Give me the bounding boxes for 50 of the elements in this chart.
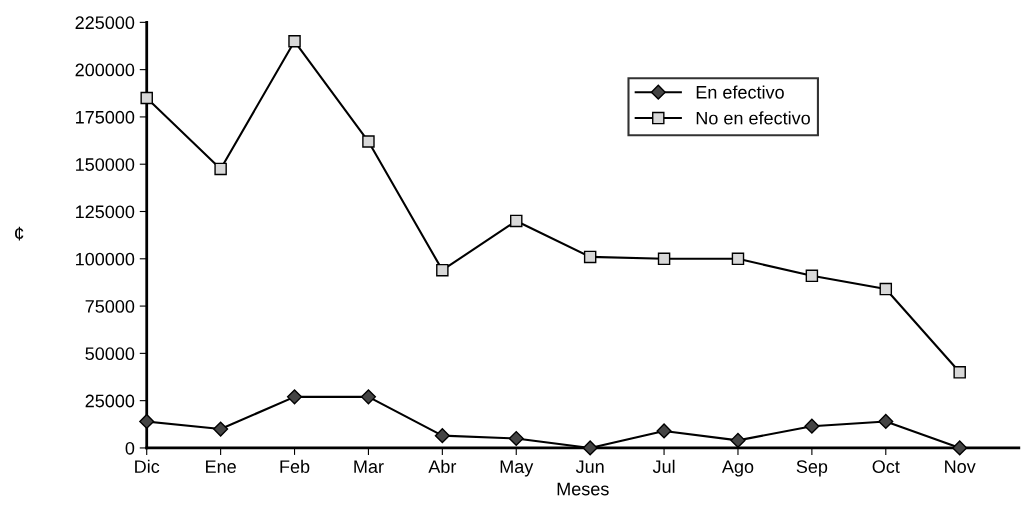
y-tick-label: 200000 (75, 63, 135, 77)
point (436, 263, 449, 277)
x-tick-label: May (500, 460, 534, 477)
point (582, 440, 598, 456)
point (731, 252, 745, 266)
y-tick-label: 75000 (85, 300, 135, 313)
point (213, 421, 229, 437)
point (360, 389, 377, 405)
x-tick-label: Ene (206, 460, 236, 474)
x-tick-label: Ago (721, 460, 754, 477)
x-tick-label: Dic (135, 459, 160, 474)
x-tick-label: Sep (796, 460, 828, 477)
point (434, 428, 450, 444)
y-tick-label: 150000 (76, 158, 135, 171)
x-tick-label: Oct (872, 460, 900, 474)
point (508, 430, 524, 447)
point (362, 135, 375, 148)
point (730, 432, 746, 448)
x-tick-label: Jul (652, 459, 675, 474)
x-tick-label: Nov (945, 460, 976, 474)
point (510, 214, 523, 228)
y-tick-label: 25000 (85, 394, 135, 408)
point (656, 423, 672, 439)
point (879, 282, 893, 296)
point (140, 91, 153, 105)
x-tick-label: Mar (354, 460, 384, 474)
point (286, 389, 303, 405)
point (657, 252, 671, 266)
y-axis-title: ¢ (14, 226, 24, 241)
point (583, 250, 597, 264)
x-tick-label: Jun (575, 460, 604, 474)
y-tick-label: 225000 (75, 16, 135, 30)
point (288, 35, 301, 48)
point (214, 162, 227, 176)
x-axis-title: Meses (557, 482, 609, 496)
y-tick-label: 125000 (76, 205, 135, 219)
y-tick-label: 175000 (76, 110, 135, 124)
point (804, 418, 820, 434)
point (952, 440, 968, 456)
point (878, 413, 894, 430)
point (953, 366, 966, 379)
legend-label: No en efectivo (696, 111, 810, 125)
x-tick-label: Feb (280, 459, 310, 474)
point (805, 269, 819, 283)
y-tick-label: 0 (125, 441, 135, 455)
y-tick-label: 50000 (85, 347, 135, 361)
point (139, 413, 155, 430)
legend-label: En efectivo (696, 85, 784, 99)
x-tick-label: Abr (428, 459, 457, 474)
y-tick-label: 100000 (76, 252, 135, 266)
